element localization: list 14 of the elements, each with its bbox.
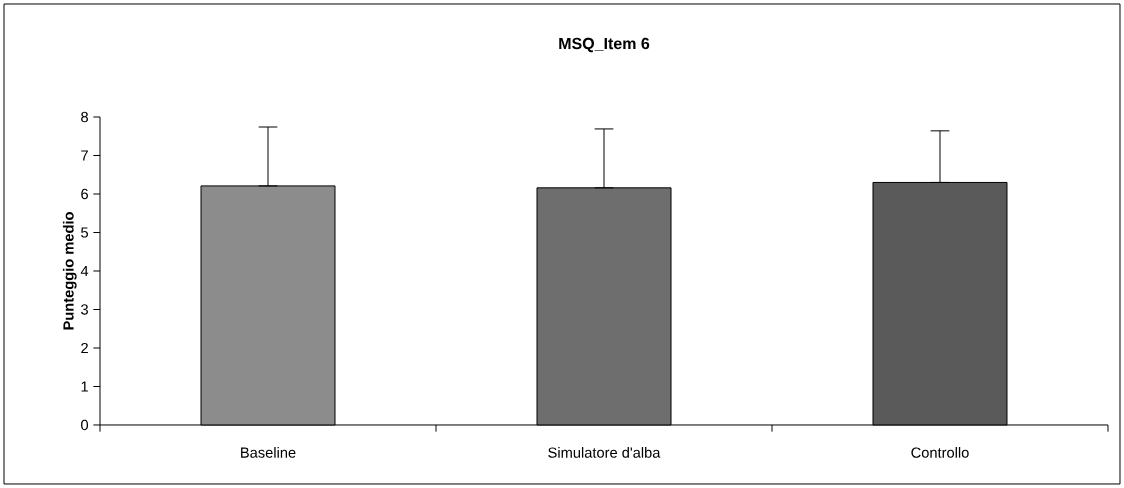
y-tick-label: 7 xyxy=(81,150,88,161)
y-tick-label: 8 xyxy=(81,111,88,123)
y-tick-label: 5 xyxy=(81,227,88,238)
x-tick-label: Controllo xyxy=(911,447,969,458)
y-tick-label: 0 xyxy=(81,419,89,431)
y-tick-label: 4 xyxy=(80,265,89,277)
y-tick-label: 6 xyxy=(81,188,88,200)
y-tick-label: 1 xyxy=(81,381,88,392)
x-tick-label: Simulatore d'alba xyxy=(548,447,661,458)
chart-title: MSQ_Item 6 xyxy=(559,37,650,53)
x-tick-label: Baseline xyxy=(241,447,296,458)
y-tick-label: 3 xyxy=(81,304,88,315)
y-tick-label: 2 xyxy=(81,342,88,354)
y-axis-title: Punteggio medio xyxy=(62,212,77,330)
